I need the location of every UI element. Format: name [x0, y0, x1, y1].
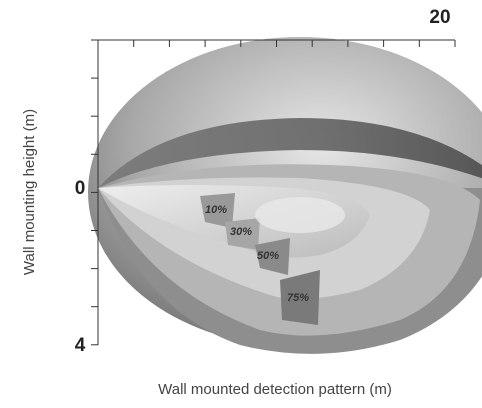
y-max-label: 4 [75, 335, 86, 356]
axes [91, 39, 456, 346]
zone-label: 75% [287, 292, 309, 304]
detection-volume [88, 37, 482, 354]
x-ticks [133, 40, 456, 47]
zone-label: 50% [257, 250, 279, 262]
y-ticks [91, 39, 98, 346]
x-max-label: 20 [429, 7, 450, 28]
zone-label: 30% [230, 226, 252, 238]
y-zero-label: 0 [75, 178, 86, 199]
zone-label: 10% [205, 204, 227, 216]
y-axis-title: Wall mounting height (m) [21, 109, 38, 275]
x-axis-title: Wall mounted detection pattern (m) [158, 381, 392, 398]
